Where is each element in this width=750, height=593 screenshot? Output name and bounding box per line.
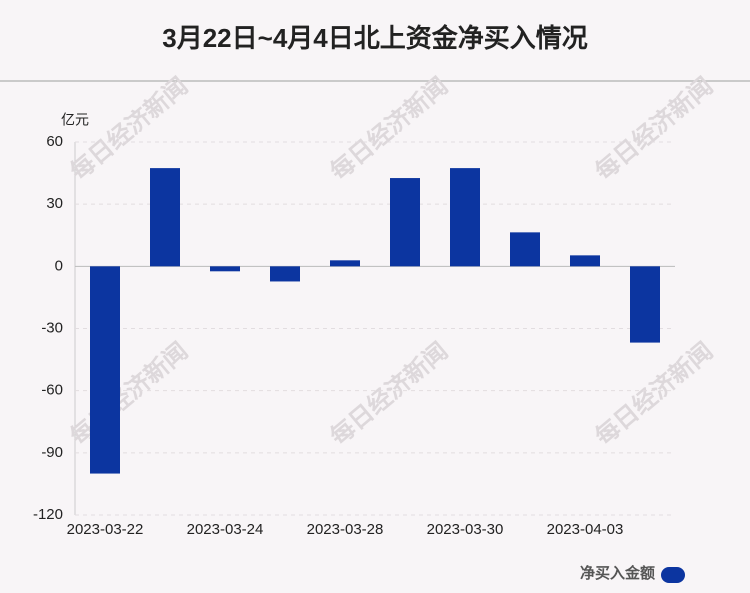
x-tick-label: 2023-03-22	[67, 521, 144, 538]
chart-title: 3月22日~4月4日北上资金净买入情况	[162, 23, 587, 53]
y-unit: 亿元	[61, 112, 89, 128]
bar	[270, 266, 300, 282]
watermark: 每日经济新闻	[64, 336, 193, 451]
legend-swatch	[661, 567, 685, 583]
watermark: 每日经济新闻	[324, 71, 453, 186]
bar	[630, 266, 660, 343]
x-tick-label: 2023-03-24	[187, 521, 264, 538]
bar	[150, 168, 180, 267]
bar	[570, 255, 600, 267]
bar	[450, 168, 480, 267]
bar	[510, 232, 540, 267]
watermark: 每日经济新闻	[589, 336, 718, 451]
legend-label: 净买入金额	[580, 564, 655, 582]
y-tick-label: -30	[41, 319, 63, 336]
watermark: 每日经济新闻	[324, 336, 453, 451]
bar	[390, 178, 420, 267]
y-tick-label: 60	[46, 133, 63, 150]
x-tick-label: 2023-03-28	[307, 521, 384, 538]
y-tick-label: 0	[55, 257, 63, 274]
y-tick-label: 30	[46, 195, 63, 212]
bar	[90, 266, 120, 474]
x-tick-label: 2023-03-30	[427, 521, 504, 538]
x-tick-label: 2023-04-03	[547, 521, 624, 538]
y-tick-label: -90	[41, 444, 63, 461]
bar	[330, 260, 360, 267]
bar	[210, 266, 240, 272]
y-tick-label: -120	[33, 506, 63, 523]
y-tick-label: -60	[41, 382, 63, 399]
watermark: 每日经济新闻	[589, 71, 718, 186]
